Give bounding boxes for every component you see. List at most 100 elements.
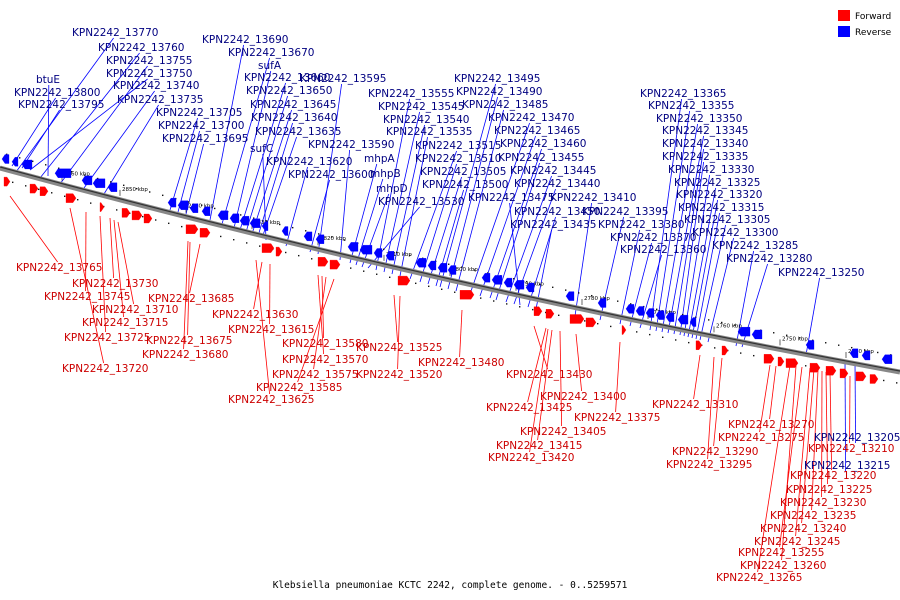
reverse-gene-label: KPN2242_13600 (288, 169, 374, 181)
forward-gene-label: KPN2242_13270 (728, 419, 814, 431)
forward-gene-label: KPN2242_13310 (652, 399, 738, 411)
scale-dot (90, 202, 92, 204)
reverse-gene-arrow (107, 182, 118, 192)
reverse-leader-line (29, 78, 148, 171)
scale-dot (155, 219, 157, 221)
reverse-leader-line (535, 229, 552, 310)
scale-dot (545, 311, 547, 314)
forward-gene-arrow (721, 345, 729, 356)
reverse-gene-arrow (11, 157, 19, 167)
forward-leader-line (527, 327, 547, 403)
reverse-gene-label: KPN2242_13750 (106, 68, 192, 80)
forward-gene-arrow (3, 176, 11, 187)
scale-tick-label: 2780 kbp (584, 296, 610, 302)
forward-gene-arrow (785, 358, 799, 368)
reverse-gene-label: KPN2242_13215 (804, 460, 890, 472)
forward-leader-line (779, 366, 803, 548)
gene-arrows (1, 154, 893, 384)
reverse-gene-label: KPN2242_13700 (158, 120, 244, 132)
reverse-gene-label: KPN2242_13740 (113, 80, 199, 92)
reverse-gene-label: KPN2242_13475 (468, 192, 554, 204)
scale-dot (578, 292, 580, 294)
forward-leader-line (255, 259, 270, 395)
reverse-leader-line (439, 83, 496, 288)
reverse-leader-line (317, 83, 342, 255)
forward-gene-label: KPN2242_13375 (574, 412, 660, 424)
reverse-gene-label: KPN2242_13395 (582, 206, 668, 218)
reverse-gene-arrow (385, 251, 395, 261)
scale-dot (506, 303, 508, 305)
forward-gene-arrow (763, 354, 775, 364)
reverse-gene-label: KPN2242_13330 (668, 164, 754, 176)
scale-dot (259, 245, 261, 247)
scale-tick-label: 2840 kbp (188, 204, 214, 210)
forward-gene-label: KPN2242_13615 (228, 324, 314, 336)
scale-dot (591, 294, 593, 297)
reverse-gene-arrow (189, 203, 199, 213)
scale-dot (246, 242, 248, 244)
scale-dot (519, 306, 521, 308)
forward-gene-label: KPN2242_13260 (740, 560, 826, 572)
reverse-gene-label: KPN2242_13380 (598, 219, 684, 231)
forward-gene-label: KPN2242_13580 (282, 338, 368, 350)
forward-gene-arrow (825, 366, 837, 376)
scale-dot (253, 217, 255, 219)
reverse-gene-label: KPN2242_13695 (162, 133, 248, 145)
scale-dot (896, 382, 898, 384)
reverse-leader-line (455, 109, 504, 292)
reverse-gene-label: KPN2242_13640 (251, 112, 337, 124)
forward-leader-line (187, 241, 191, 336)
scale-dot (461, 266, 463, 268)
forward-gene-arrow (39, 186, 49, 196)
reverse-leader-line (367, 206, 420, 269)
reverse-gene-arrow (525, 282, 535, 293)
forward-gene-label: KPN2242_13415 (496, 440, 582, 452)
scale-dot (389, 276, 391, 278)
forward-gene-label: KPN2242_13290 (672, 446, 758, 458)
forward-leader-line (117, 221, 134, 305)
reverse-leader-line (285, 166, 308, 247)
label-leader-lines (9, 37, 856, 573)
scale-dot (786, 334, 788, 336)
forward-leader-line (795, 367, 811, 537)
reverse-leader-line (505, 175, 552, 303)
reverse-gene-label: KPN2242_13280 (726, 253, 812, 265)
reverse-leader-line (245, 95, 288, 233)
reverse-gene-arrow (655, 310, 665, 320)
scale-dot (396, 251, 398, 254)
reverse-gene-label: KPN2242_13485 (462, 99, 548, 111)
reverse-gene-label: KPN2242_13705 (156, 107, 242, 119)
reverse-leader-line (261, 136, 297, 239)
reverse-leader-line (177, 130, 200, 213)
reverse-gene-arrow (92, 178, 106, 188)
reverse-gene-label: KPN2242_13320 (676, 189, 762, 201)
forward-gene-label: KPN2242_13720 (62, 363, 148, 375)
legend-forward-label: Forward (855, 12, 891, 22)
scale-dot (851, 346, 853, 349)
scale-dot (630, 303, 632, 305)
reverse-gene-label: KPN2242_13355 (648, 100, 734, 112)
reverse-gene-label: KPN2242_13315 (678, 202, 764, 214)
reverse-gene-label: KPN2242_13435 (510, 219, 596, 231)
reverse-leader-line (47, 84, 50, 177)
reverse-gene-label: KPN2242_13505 (420, 166, 506, 178)
scale-dot (240, 214, 242, 216)
reverse-gene-arrow (177, 200, 189, 210)
scale-dot (409, 254, 411, 257)
reverse-leader-line (375, 98, 410, 271)
reverse-leader-line (391, 124, 425, 275)
forward-gene-arrow (99, 202, 105, 212)
reverse-gene-arrow (689, 317, 697, 327)
forward-gene-arrow (261, 243, 275, 253)
reverse-gene-arrow (261, 221, 269, 231)
reverse-gene-label: KPN2242_13350 (656, 113, 742, 125)
forward-gene-label: KPN2242_13225 (786, 484, 872, 496)
forward-leader-line (811, 369, 819, 511)
scale-dot (454, 291, 456, 293)
forward-gene-label: KPN2242_13725 (64, 332, 150, 344)
forward-gene-arrow (29, 183, 39, 194)
reverse-gene-arrow (315, 234, 325, 244)
reverse-gene-label: KPN2242_13510 (415, 153, 501, 165)
scale-dot (805, 365, 807, 367)
scale-dot (181, 225, 183, 228)
